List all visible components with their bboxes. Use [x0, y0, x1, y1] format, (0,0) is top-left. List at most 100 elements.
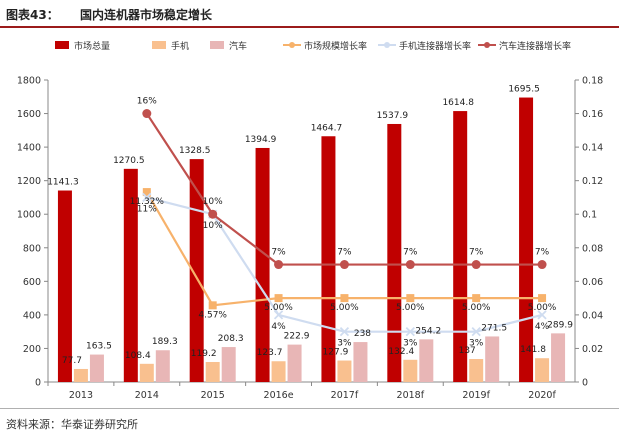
legend-label: 市场总量: [74, 40, 110, 52]
line-data-label: 11%: [137, 204, 157, 214]
bar-data-label: 108.4: [125, 351, 151, 361]
bar-phone: [73, 368, 88, 382]
bar-total: [189, 159, 204, 382]
y-left-tick-label: 1600: [17, 109, 41, 120]
bar-data-label: 289.9: [547, 320, 573, 330]
bar-phone: [271, 361, 286, 382]
bar-phone: [403, 359, 418, 382]
line-data-label: 16%: [137, 97, 157, 107]
y-right-tick-label: 0.02: [582, 344, 603, 355]
y-left-tick-label: 1000: [17, 210, 41, 221]
bar-data-label: 137: [459, 346, 476, 356]
x-tick-label: 2019f: [462, 390, 490, 401]
y-left-tick-label: 400: [23, 310, 41, 321]
bar-auto: [485, 336, 500, 382]
x-tick-label: 2016e: [264, 390, 294, 401]
y-right-tick-label: 0.1: [582, 210, 597, 221]
source-divider: [0, 408, 619, 409]
legend-swatch-marker: [289, 42, 295, 48]
data-point: [208, 209, 218, 219]
legend-swatch: [210, 41, 224, 49]
data-point: [537, 310, 547, 320]
data-point: [471, 260, 481, 270]
bar-data-label: 1328.5: [179, 146, 211, 156]
bar-total: [255, 147, 270, 382]
bar-data-label: 1270.5: [113, 156, 145, 166]
bar-data-label: 1141.3: [47, 178, 79, 188]
line-data-label: 5.00%: [528, 303, 557, 313]
bar-data-label: 132.4: [388, 347, 414, 357]
line-data-label: 3%: [403, 339, 418, 349]
y-left-tick-label: 1200: [17, 176, 41, 187]
bar-total: [123, 168, 138, 382]
y-left-tick-label: 800: [23, 243, 41, 254]
bar-auto: [155, 350, 170, 382]
data-point: [472, 294, 481, 303]
legend-label: 手机: [171, 40, 189, 52]
legend-label: 汽车: [229, 40, 247, 52]
y-right-tick-label: 0.14: [582, 143, 603, 154]
bar-data-label: 1614.8: [442, 98, 474, 108]
bar-data-label: 127.9: [323, 348, 349, 358]
data-point: [273, 310, 284, 320]
bar-total: [57, 190, 72, 382]
x-tick-label: 2020f: [528, 390, 556, 401]
legend-swatch: [152, 41, 166, 49]
figure-header: 图表43： 国内连机器市场稳定增长: [0, 0, 619, 28]
bar-auto: [287, 344, 302, 382]
bar-data-label: 238: [354, 329, 371, 339]
bar-data-label: 271.5: [481, 323, 507, 333]
y-right-tick-label: 0.16: [582, 109, 603, 120]
line-data-label: 4%: [535, 322, 550, 332]
y-left-tick-label: 1400: [17, 143, 41, 154]
legend-label: 手机连接器增长率: [399, 40, 471, 52]
bar-auto: [551, 333, 566, 382]
data-point: [340, 294, 349, 303]
bar-phone: [205, 362, 220, 382]
legend-swatch-marker: [384, 42, 390, 48]
chart: 0 200 400 600 800 1000 1200 1400 1600 1800 0 0.02 0.…: [17, 40, 603, 401]
y-left-tick-label: 600: [23, 277, 41, 288]
bar-total: [387, 123, 402, 383]
y-right-tick-label: 0: [582, 378, 588, 389]
bar-auto: [89, 354, 104, 382]
figure-title: 国内连机器市场稳定增长: [80, 8, 213, 22]
data-point: [142, 192, 152, 203]
bar-data-label: 123.7: [257, 348, 283, 358]
bar-data-label: 189.3: [152, 337, 178, 347]
line-data-label: 5.00%: [462, 303, 491, 313]
bar-data-label: 1695.5: [508, 85, 540, 95]
data-point: [274, 260, 284, 270]
bar-total: [321, 136, 336, 382]
bar-auto: [419, 339, 434, 382]
line-data-label: 7%: [337, 248, 352, 258]
y-right-tick-label: 0.04: [582, 310, 603, 321]
data-point: [405, 327, 415, 337]
line-data-label: 3%: [469, 339, 484, 349]
bar-data-label: 77.7: [62, 356, 82, 366]
bar-data-label: 1394.9: [245, 135, 277, 145]
line-data-label: 7%: [535, 248, 550, 258]
bar-phone: [337, 360, 352, 382]
line-data-label: 7%: [271, 248, 286, 258]
line-data-label: 5.00%: [330, 303, 359, 313]
data-point: [142, 109, 152, 119]
x-tick-label: 2015: [201, 390, 225, 401]
bar-data-label: 1537.9: [377, 111, 409, 121]
bar-phone: [469, 359, 484, 382]
line-data-label: 5.00%: [264, 303, 293, 313]
bar-phone: [139, 363, 154, 382]
data-point: [405, 260, 415, 270]
y-right-tick-label: 0.12: [582, 176, 603, 187]
legend-swatch-marker: [484, 42, 490, 48]
line-data-label: 4.57%: [198, 310, 227, 320]
x-tick-label: 2013: [69, 390, 93, 401]
data-point: [471, 327, 481, 337]
x-tick-label: 2018f: [397, 390, 425, 401]
x-tick-label: 2017f: [331, 390, 359, 401]
legend-label: 市场规模增长率: [304, 40, 367, 52]
bar-phone: [535, 358, 550, 382]
data-point: [274, 294, 283, 303]
bar-auto: [353, 342, 368, 382]
bar-data-label: 254.2: [415, 326, 441, 336]
